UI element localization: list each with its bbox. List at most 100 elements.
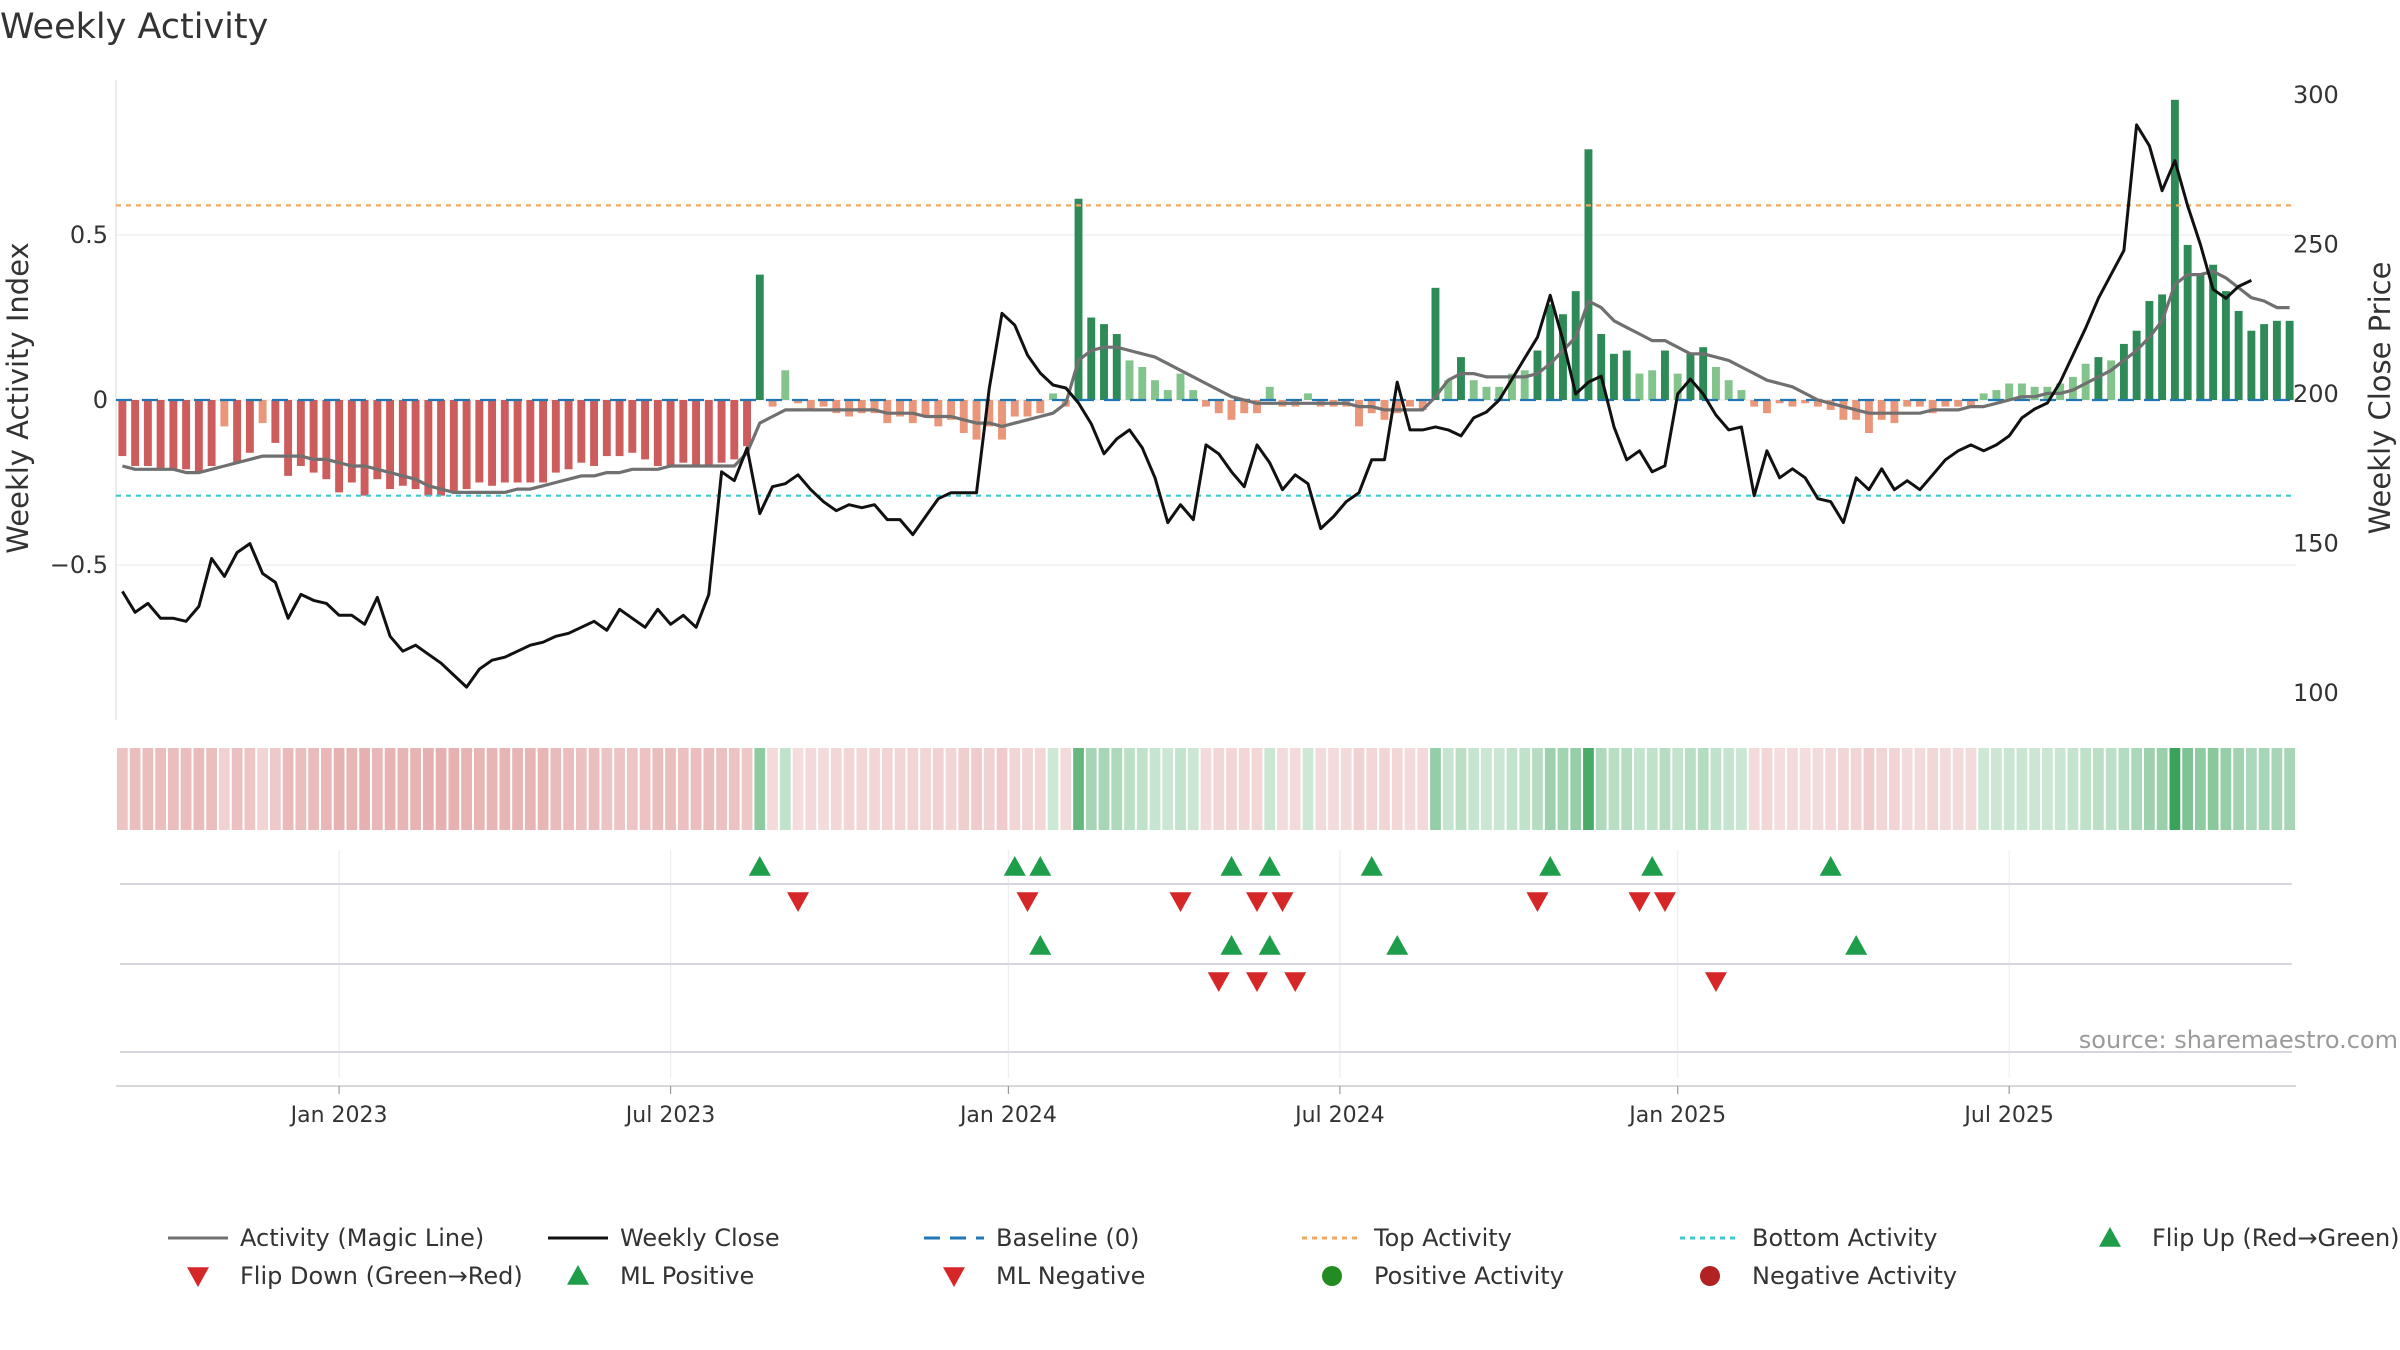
activity-bar (755, 274, 764, 400)
activity-bar (704, 400, 713, 466)
heat-cell (626, 748, 638, 830)
heat-cell (1124, 748, 1135, 830)
flip-down-marker (1271, 892, 1294, 912)
chart-title: Weekly Activity (0, 7, 268, 47)
activity-bar (1393, 400, 1402, 414)
activity-bar (271, 400, 280, 443)
heat-cell (1583, 748, 1594, 830)
activity-bar (934, 400, 943, 427)
heat-cell (652, 748, 664, 830)
activity-bar (1265, 386, 1274, 400)
heat-cell (486, 748, 498, 830)
activity-bar (220, 400, 229, 427)
activity-bar (870, 400, 879, 414)
activity-bar (296, 400, 305, 466)
activity-bar (1546, 304, 1555, 400)
flip-up-marker (1819, 856, 1842, 876)
heat-cell (830, 748, 842, 830)
legend-swatch-up-triangle (2099, 1227, 2121, 1247)
heat-cell (1238, 748, 1250, 830)
heat-cell (1340, 748, 1352, 830)
activity-bar (806, 400, 815, 410)
heat-cell (1404, 748, 1416, 830)
legend-label: Negative Activity (1752, 1262, 1957, 1290)
heat-cell (1442, 748, 1454, 830)
activity-bar (1737, 390, 1746, 400)
activity-bar (1355, 400, 1363, 427)
y-tick-label-right: 100 (2293, 679, 2339, 707)
activity-bar (2145, 301, 2154, 400)
ml-signal-row (120, 935, 2292, 1053)
heat-cell (1863, 748, 1875, 830)
activity-bar (1686, 353, 1695, 400)
activity-bar (1431, 287, 1440, 400)
activity-bar (449, 400, 458, 493)
activity-bar (1240, 400, 1249, 414)
activity-bar (1915, 400, 1924, 407)
activity-bar (1202, 400, 1210, 407)
y-tick-label-right: 300 (2293, 81, 2339, 109)
heat-cell (1685, 748, 1696, 830)
activity-bar (2132, 330, 2141, 400)
heat-cell (1901, 748, 1913, 830)
heat-cell (231, 748, 243, 830)
activity-bar (2260, 324, 2269, 400)
heat-cell (2271, 748, 2283, 830)
legend-label: Positive Activity (1374, 1262, 1564, 1290)
activity-heat-strip (117, 748, 2295, 830)
heat-cell (1060, 748, 1072, 830)
heat-cell (1672, 748, 1684, 830)
y-axis-label-left: Weekly Activity Index (1, 242, 35, 553)
heat-cell (308, 748, 319, 830)
heat-cell (767, 748, 778, 830)
activity-bar (1966, 400, 1975, 407)
activity-bar (1724, 380, 1733, 400)
heat-cell (1328, 748, 1339, 830)
y-tick-label-left: 0.5 (70, 221, 108, 249)
activity-bar (679, 400, 688, 463)
heat-cell (1876, 748, 1888, 830)
activity-bar (2119, 343, 2128, 400)
heat-cell (2220, 748, 2232, 830)
heat-cell (2118, 748, 2130, 830)
heat-cell (856, 748, 868, 830)
heat-cell (716, 748, 727, 830)
legend: Activity (Magic Line) Weekly Close Baselin… (168, 1224, 2400, 1290)
heat-cell (1646, 748, 1658, 830)
source-label: source: sharemaestro.com (2079, 1026, 2398, 1054)
activity-bar (717, 400, 726, 463)
heat-cell (907, 748, 919, 830)
heat-cell (257, 748, 268, 830)
activity-bar (1992, 390, 2001, 400)
heat-cell (1251, 748, 1263, 830)
legend-swatch-down-triangle (187, 1267, 209, 1287)
activity-bar (322, 400, 331, 480)
legend-label: Flip Down (Green→Red) (240, 1262, 523, 1290)
activity-bar (1520, 370, 1529, 400)
heat-cell (346, 748, 358, 830)
activity-bar (131, 400, 140, 466)
y-axis-label-right: Weekly Close Price (2363, 262, 2397, 535)
flip-down-marker (1526, 892, 1549, 912)
activity-bar (985, 400, 994, 427)
heat-cell (1430, 748, 1441, 830)
activity-bar (972, 400, 981, 440)
heat-cell (971, 748, 982, 830)
heat-cell (843, 748, 855, 830)
activity-bar (1660, 350, 1669, 400)
legend-label: Bottom Activity (1752, 1224, 1937, 1252)
activity-bar (194, 400, 203, 473)
activity-bar (2209, 264, 2218, 400)
activity-bar (1890, 400, 1899, 424)
activity-bar (1049, 393, 1057, 400)
heat-cell (1200, 748, 1212, 830)
activity-bar (998, 400, 1006, 440)
activity-bar (488, 400, 497, 486)
activity-bar (641, 400, 650, 460)
flip-up-marker (1029, 856, 1052, 876)
heat-cell (206, 748, 217, 830)
heat-cell (1034, 748, 1046, 830)
activity-bar (794, 400, 802, 404)
heat-cell (1940, 748, 1951, 830)
heat-cell (1557, 748, 1569, 830)
